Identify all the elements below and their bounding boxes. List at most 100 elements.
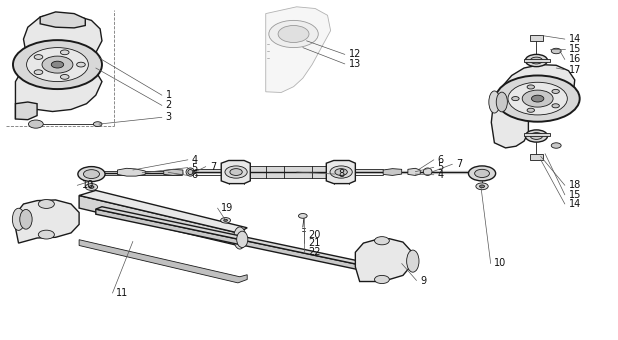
Circle shape xyxy=(298,214,307,218)
Text: 4: 4 xyxy=(192,155,198,165)
Circle shape xyxy=(527,85,535,89)
Circle shape xyxy=(77,62,85,67)
Polygon shape xyxy=(530,35,543,41)
Text: 1: 1 xyxy=(166,90,172,100)
Circle shape xyxy=(330,166,352,178)
Text: 3: 3 xyxy=(166,112,172,122)
Circle shape xyxy=(551,143,561,148)
Text: 20: 20 xyxy=(308,230,320,240)
Polygon shape xyxy=(491,65,575,148)
Text: 5: 5 xyxy=(192,163,198,173)
Text: 11: 11 xyxy=(116,288,129,298)
Circle shape xyxy=(85,184,98,190)
Circle shape xyxy=(61,50,69,55)
Ellipse shape xyxy=(423,168,432,175)
Circle shape xyxy=(38,200,54,208)
Circle shape xyxy=(93,122,102,126)
Circle shape xyxy=(531,95,544,102)
Circle shape xyxy=(13,40,102,89)
Circle shape xyxy=(552,104,559,108)
Ellipse shape xyxy=(188,169,193,175)
Circle shape xyxy=(468,166,496,181)
Circle shape xyxy=(551,48,561,54)
Circle shape xyxy=(51,61,64,68)
Text: 2: 2 xyxy=(166,100,172,110)
Circle shape xyxy=(83,170,99,178)
Circle shape xyxy=(61,74,69,79)
Polygon shape xyxy=(15,102,37,120)
Ellipse shape xyxy=(186,168,195,176)
Circle shape xyxy=(78,167,105,182)
Circle shape xyxy=(530,57,543,64)
Polygon shape xyxy=(221,160,250,184)
Polygon shape xyxy=(524,133,550,136)
Circle shape xyxy=(278,26,309,42)
Ellipse shape xyxy=(496,92,507,112)
Text: 13: 13 xyxy=(349,59,362,69)
Circle shape xyxy=(28,120,43,128)
Text: 15: 15 xyxy=(569,190,581,200)
Circle shape xyxy=(527,108,535,112)
Circle shape xyxy=(475,169,489,177)
Text: 6: 6 xyxy=(192,170,198,181)
Text: 15: 15 xyxy=(569,44,581,54)
Text: 7: 7 xyxy=(210,162,216,172)
Ellipse shape xyxy=(234,227,246,249)
Text: 5: 5 xyxy=(438,162,444,172)
Text: 12: 12 xyxy=(349,49,362,60)
Text: 22: 22 xyxy=(308,246,320,257)
Circle shape xyxy=(508,82,567,115)
Circle shape xyxy=(89,186,94,188)
Circle shape xyxy=(27,48,88,82)
Ellipse shape xyxy=(12,208,25,231)
Circle shape xyxy=(496,75,580,122)
Polygon shape xyxy=(79,190,247,233)
Circle shape xyxy=(512,97,519,101)
Circle shape xyxy=(335,169,347,175)
Text: 10: 10 xyxy=(82,180,94,190)
Circle shape xyxy=(525,130,548,142)
Ellipse shape xyxy=(20,209,32,229)
Text: 14: 14 xyxy=(569,34,581,44)
Circle shape xyxy=(476,183,488,190)
Polygon shape xyxy=(117,168,145,176)
Text: 9: 9 xyxy=(420,275,426,286)
Polygon shape xyxy=(79,195,238,245)
Polygon shape xyxy=(96,207,371,266)
Ellipse shape xyxy=(237,231,248,248)
Text: 21: 21 xyxy=(308,238,320,248)
Circle shape xyxy=(225,166,247,178)
Polygon shape xyxy=(530,154,543,160)
Text: 16: 16 xyxy=(569,54,581,65)
Circle shape xyxy=(42,56,73,73)
Text: 4: 4 xyxy=(438,170,444,180)
Circle shape xyxy=(480,185,485,188)
Polygon shape xyxy=(326,160,355,184)
Ellipse shape xyxy=(489,91,500,113)
Polygon shape xyxy=(96,209,365,271)
Text: 6: 6 xyxy=(438,155,444,165)
Circle shape xyxy=(221,218,231,223)
Polygon shape xyxy=(408,168,420,175)
Text: 18: 18 xyxy=(569,180,581,190)
Text: 17: 17 xyxy=(569,65,581,75)
Circle shape xyxy=(38,230,54,239)
Circle shape xyxy=(552,89,559,94)
Circle shape xyxy=(34,55,43,60)
Polygon shape xyxy=(524,59,550,62)
Polygon shape xyxy=(383,169,402,175)
Circle shape xyxy=(530,133,543,139)
Text: 8: 8 xyxy=(339,169,345,179)
Polygon shape xyxy=(15,14,102,119)
Circle shape xyxy=(269,20,318,48)
Circle shape xyxy=(375,237,389,245)
Polygon shape xyxy=(164,169,183,175)
Text: 10: 10 xyxy=(494,258,507,269)
Circle shape xyxy=(34,70,43,74)
Circle shape xyxy=(230,169,242,175)
Circle shape xyxy=(522,90,553,107)
Polygon shape xyxy=(40,12,85,28)
Circle shape xyxy=(224,219,227,221)
Circle shape xyxy=(525,54,548,67)
Polygon shape xyxy=(79,240,247,283)
